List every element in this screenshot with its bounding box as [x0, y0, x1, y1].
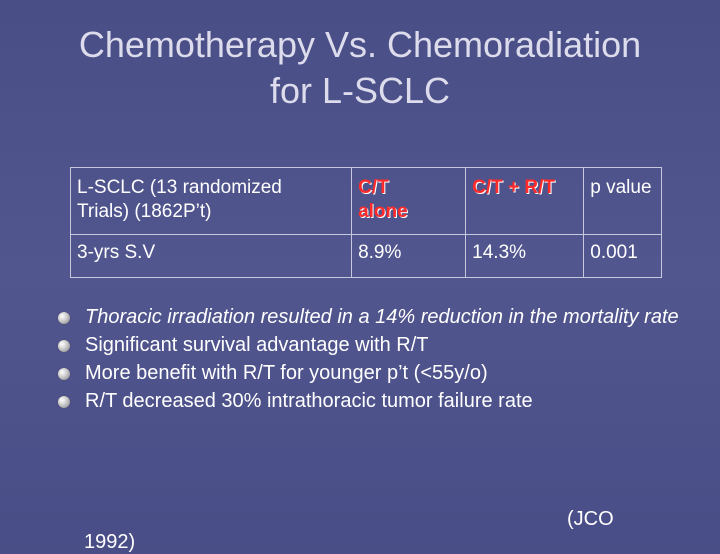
table-header-row: L-SCLC (13 randomized Trials) (1862P’t) …: [69, 167, 662, 235]
header-ct-alone-line-1: C/T: [358, 177, 389, 198]
slide-title-line-1: Chemotherapy Vs. Chemoradiation: [78, 24, 642, 65]
list-item: Significant survival advantage with R/T: [58, 331, 688, 359]
bullet-text: Thoracic irradiation resulted in a 14% r…: [85, 306, 679, 328]
survival-table: L-SCLC (13 randomized Trials) (1862P’t) …: [69, 167, 662, 278]
bullet-text: R/T decreased 30% intrathoracic tumor fa…: [85, 390, 533, 412]
header-study-line-1: L-SCLC (13 randomized: [77, 177, 282, 198]
reference-citation: (JCO: [567, 508, 614, 530]
table-row: 3-yrs S.V 8.9% 14.3% 0.001: [69, 234, 662, 278]
row-ct-rt-cell: 14.3%: [465, 234, 585, 278]
slide-title: Chemotherapy Vs. Chemoradiation for L-SC…: [0, 22, 720, 114]
header-study-cell: L-SCLC (13 randomized Trials) (1862P’t): [69, 167, 353, 235]
header-p-value-cell: p value: [583, 167, 662, 235]
bullet-icon: [58, 396, 70, 408]
header-study-line-2: Trials) (1862P’t): [77, 201, 212, 222]
slide-title-line-2: for L-SCLC: [269, 70, 451, 111]
list-item: R/T decreased 30% intrathoracic tumor fa…: [58, 387, 688, 415]
list-item: Thoracic irradiation resulted in a 14% r…: [58, 303, 688, 331]
reference-citation-continued: 1992): [84, 531, 136, 553]
bullet-text: Significant survival advantage with R/T: [85, 334, 429, 356]
bullet-icon: [58, 312, 70, 324]
header-ct-rt-cell: C/T + R/T: [465, 167, 585, 235]
bullet-icon: [58, 340, 70, 352]
row-p-value-cell: 0.001: [583, 234, 662, 278]
bullet-text: More benefit with R/T for younger p’t (<…: [85, 362, 488, 384]
list-item: More benefit with R/T for younger p’t (<…: [58, 359, 688, 387]
header-ct-alone-cell: C/T alone: [351, 167, 467, 235]
row-ct-alone-cell: 8.9%: [351, 234, 467, 278]
row-label-cell: 3-yrs S.V: [69, 234, 353, 278]
bullet-icon: [58, 368, 70, 380]
bullet-list: Thoracic irradiation resulted in a 14% r…: [58, 303, 688, 415]
header-ct-alone-line-2: alone: [358, 201, 408, 222]
